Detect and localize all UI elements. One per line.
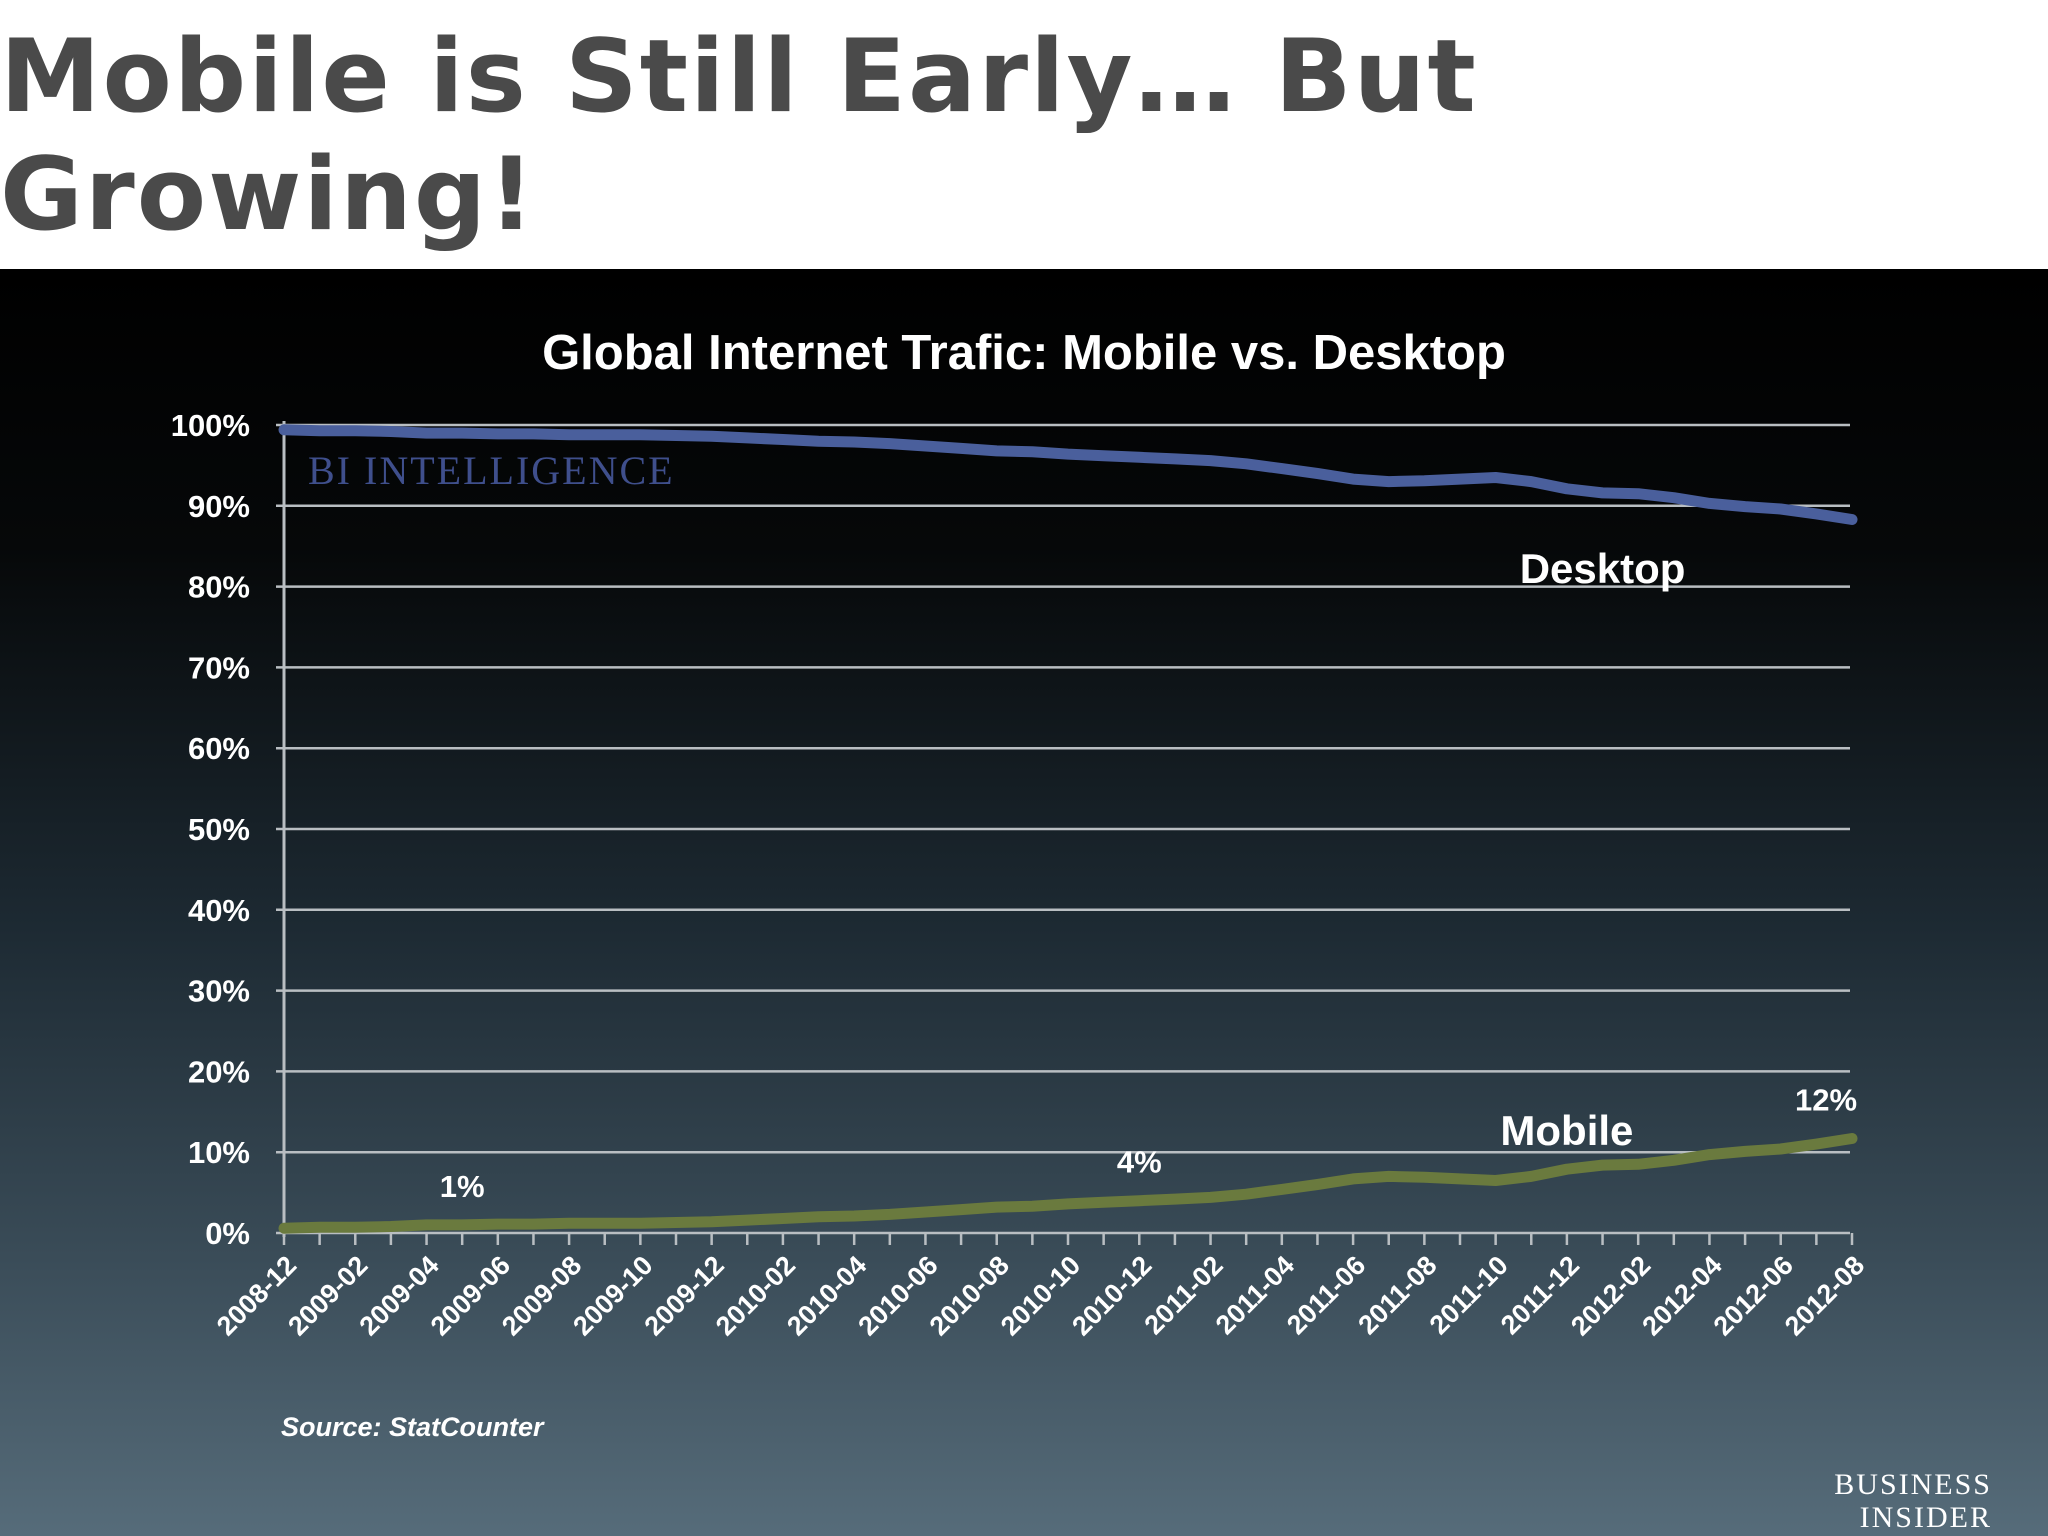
y-tick-label: 40% — [188, 893, 250, 928]
y-tick-label: 50% — [188, 812, 250, 847]
source-note: Source: StatCounter — [281, 1412, 545, 1442]
slide-title: Mobile is Still Early… But Growing! — [0, 16, 1478, 253]
y-tick-label: 70% — [188, 650, 250, 685]
series-line-desktop — [278, 424, 1858, 525]
line-chart: Global Internet Trafic: Mobile vs. Deskt… — [171, 326, 1992, 1534]
business-insider-logo-line-2: INSIDER — [1860, 1501, 1992, 1534]
annotations: Desktop Mobile 1% 4% 12% — [440, 545, 1857, 1204]
business-insider-logo-line-1: BUSINESS — [1834, 1468, 1992, 1501]
series-label-desktop: Desktop — [1520, 545, 1686, 592]
x-tick-label: 2011-08 — [1352, 1250, 1442, 1340]
x-tick-label: 2011-02 — [1139, 1250, 1229, 1340]
y-tick-label: 100% — [171, 408, 250, 443]
x-tick-label: 2011-04 — [1210, 1250, 1300, 1340]
bi-intelligence-watermark: BI INTELLIGENCE — [308, 448, 675, 493]
gridlines — [276, 421, 1850, 1237]
y-tick-label: 20% — [188, 1054, 250, 1089]
y-tick-label: 90% — [188, 489, 250, 524]
y-tick-label: 0% — [205, 1216, 250, 1251]
data-label: 1% — [440, 1169, 485, 1204]
chart-title: Global Internet Trafic: Mobile vs. Deskt… — [542, 326, 1506, 380]
x-tick-label: 2010-12 — [1066, 1250, 1157, 1341]
y-tick-label: 30% — [188, 974, 250, 1009]
x-tick-label: 2011-06 — [1281, 1250, 1371, 1340]
x-tick-label: 2011-10 — [1424, 1250, 1514, 1340]
y-tick-label: 10% — [188, 1135, 250, 1170]
y-tick-label: 80% — [188, 570, 250, 605]
series-line-mobile — [278, 1133, 1858, 1234]
series-lines — [278, 424, 1858, 1234]
chart-panel: Global Internet Trafic: Mobile vs. Deskt… — [0, 269, 2048, 1536]
x-axis-ticks: 2008-122009-022009-042009-062009-082009-… — [211, 1233, 1870, 1341]
x-tick-label: 2012-08 — [1779, 1250, 1870, 1341]
data-label: 12% — [1795, 1082, 1857, 1117]
y-tick-label: 60% — [188, 731, 250, 766]
series-label-mobile: Mobile — [1500, 1107, 1633, 1154]
y-axis-ticks: 0% 10% 20% 30% 40% 50% 60% 70% 80% 90% 100% — [171, 408, 250, 1251]
data-label: 4% — [1117, 1145, 1162, 1180]
